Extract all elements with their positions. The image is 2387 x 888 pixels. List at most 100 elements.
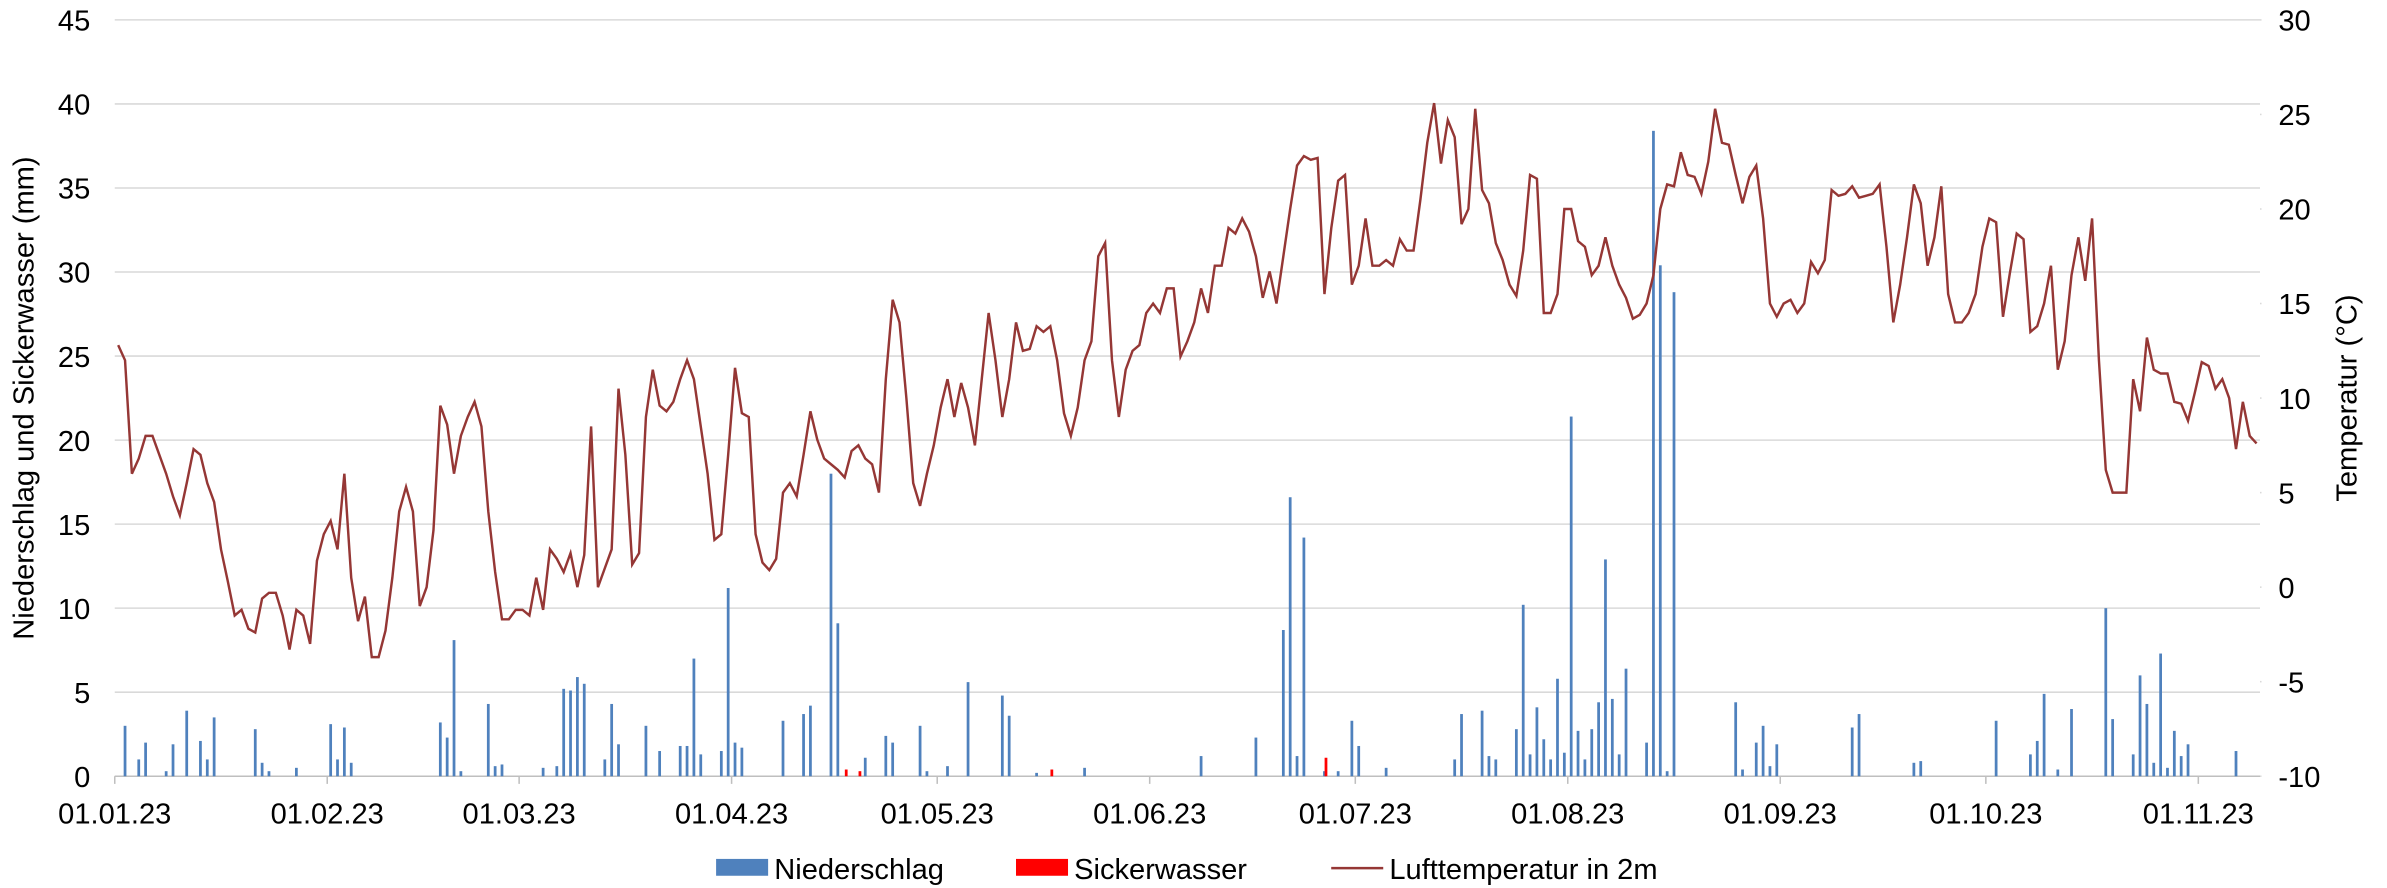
y2-tick-label: -5 [2278,667,2304,699]
bar [349,762,353,777]
bar [1083,767,1086,777]
bar [295,767,298,777]
bar [781,720,785,777]
bar [171,744,175,777]
bar [137,759,141,777]
bar [726,587,730,777]
bar [2111,719,2115,777]
bar [685,745,689,777]
bar [199,740,202,777]
bar [1850,727,1854,777]
bar [1754,742,1758,777]
x-tick-label: 01.06.23 [1093,799,1206,831]
bar [205,759,209,777]
bar [2104,608,2108,777]
bar [569,690,572,777]
bar [1604,559,1607,777]
bar [617,744,620,777]
bar [1199,756,1203,777]
legend-swatch [1016,858,1069,876]
bar [1384,767,1388,777]
bar [1994,720,1998,777]
bar [1658,265,1662,777]
bar [733,742,737,777]
bar [1542,739,1546,777]
bar [1549,759,1553,777]
y2-tick-label: -10 [2278,762,2320,794]
bar [1336,771,1340,777]
bar [1494,759,1498,777]
bar [829,473,833,777]
legend-swatch [716,858,769,876]
y-axis-label: Niederschlag und Sickerwasser (mm) [9,156,41,639]
bar [1460,714,1463,777]
x-tick-label: 01.03.23 [463,799,576,831]
bar [1761,725,1765,777]
bar [1528,754,1532,777]
bar [1857,714,1861,777]
y-tick-label: 25 [58,342,90,374]
bar [1672,292,1676,777]
y-tick-label: 20 [58,426,90,458]
bar [1569,416,1573,777]
bar [452,640,456,777]
y-tick-label: 10 [58,594,90,626]
bar [2234,751,2238,777]
bar [500,764,504,777]
bar [2145,703,2149,777]
bar [2172,730,2176,777]
bar [164,771,168,777]
bar [576,677,579,777]
bar [1617,754,1621,777]
bar [1007,715,1011,777]
bar [185,710,189,777]
bar [1302,537,1306,777]
y2-tick-label: 5 [2278,478,2294,510]
bar [740,747,744,777]
bar [1741,769,1744,777]
bar [1665,771,1669,777]
bar [123,725,127,777]
y2-tick-label: 30 [2278,6,2310,38]
bar [253,729,257,777]
legend-label: Sickerwasser [1074,854,1247,886]
bar [1562,752,1566,777]
x-tick-label: 01.01.23 [58,799,171,831]
bar [1324,757,1328,777]
bar [1919,761,1923,777]
bar [1734,702,1738,777]
bar [329,724,333,777]
x-tick-label: 01.04.23 [675,799,788,831]
y-tick-label: 30 [58,258,90,290]
x-tick-label: 01.02.23 [271,799,384,831]
bar [2042,693,2046,777]
bar [541,767,545,777]
bar [267,771,271,777]
bar [1556,678,1559,777]
y-tick-label: 35 [58,174,90,206]
y2-tick-label: 0 [2278,573,2294,605]
bar [582,683,586,777]
bar [212,717,216,777]
x-tick-label: 01.09.23 [1724,799,1837,831]
bar [692,658,696,777]
bar [1288,497,1292,777]
bar [603,759,607,777]
bar [1624,668,1628,777]
bar [1583,759,1587,777]
bar [891,742,895,777]
bar [884,735,888,777]
bar [459,771,463,777]
bar [1480,710,1484,777]
x-tick-label: 01.08.23 [1511,799,1624,831]
bar [555,766,559,777]
bar [1357,745,1361,777]
bar [809,705,812,777]
x-tick-label: 01.07.23 [1299,799,1412,831]
x-tick-label: 01.10.23 [1929,799,2042,831]
bar [438,722,442,777]
bar [1597,702,1600,777]
y-tick-label: 15 [58,510,90,542]
x-tick-label: 01.05.23 [881,799,994,831]
